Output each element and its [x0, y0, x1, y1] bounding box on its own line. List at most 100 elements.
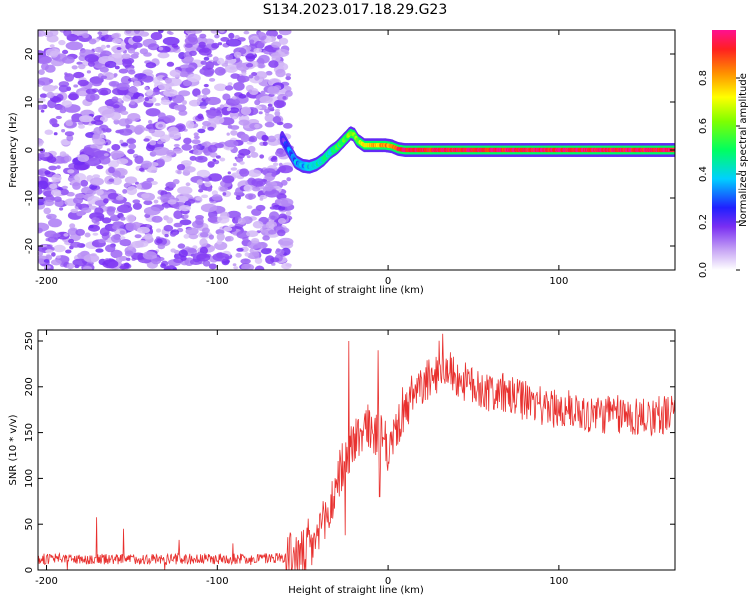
noise-blob [61, 129, 66, 133]
noise-blob [233, 51, 242, 58]
noise-blob [195, 196, 203, 201]
noise-blob [44, 265, 51, 269]
noise-blob [118, 68, 129, 74]
noise-blob [254, 123, 260, 129]
noise-blob [251, 178, 266, 187]
noise-blob [226, 132, 230, 136]
noise-blob [147, 43, 160, 51]
noise-blob [126, 257, 131, 261]
noise-blob [89, 177, 104, 186]
noise-blob [196, 94, 204, 98]
x-tick-label: -100 [206, 276, 229, 287]
noise-blob [217, 215, 230, 224]
noise-blob [179, 219, 192, 226]
noise-blob [197, 113, 204, 120]
noise-blob [63, 30, 72, 37]
noise-blob [275, 249, 285, 256]
noise-blob [126, 186, 138, 196]
noise-blob [259, 154, 265, 159]
noise-blob [134, 181, 139, 185]
noise-blob [137, 226, 150, 234]
noise-blob [116, 158, 129, 165]
noise-blob [198, 47, 212, 56]
noise-blob [106, 206, 115, 216]
noise-blob [240, 258, 251, 265]
noise-blob [50, 189, 62, 197]
noise-blob [128, 86, 138, 93]
noise-blob [86, 148, 102, 156]
noise-cloud [38, 30, 295, 270]
noise-blob [157, 244, 165, 250]
x-tick-label: 100 [549, 276, 568, 287]
noise-blob [193, 135, 200, 140]
noise-blob [230, 167, 238, 171]
noise-blob [143, 206, 161, 216]
noise-blob [82, 266, 93, 270]
noise-blob [85, 88, 97, 95]
noise-blob [211, 194, 223, 201]
noise-blob [66, 134, 74, 142]
noise-blob [78, 90, 87, 97]
noise-blob [41, 63, 49, 71]
noise-blob [38, 176, 42, 182]
noise-blob [100, 89, 109, 96]
noise-blob [239, 168, 250, 177]
noise-blob [58, 84, 69, 93]
noise-blob [132, 202, 142, 210]
noise-blob [254, 75, 260, 81]
noise-blob [55, 255, 62, 259]
noise-blob [222, 93, 231, 101]
noise-blob [267, 135, 277, 143]
noise-blob [112, 224, 120, 230]
noise-blob [158, 30, 164, 34]
noise-blob [233, 82, 245, 91]
noise-blob [230, 130, 238, 136]
noise-blob [277, 229, 286, 237]
noise-blob [173, 143, 180, 148]
noise-blob [72, 258, 87, 267]
noise-blob [166, 30, 172, 35]
noise-blob [38, 104, 45, 110]
snr-series [38, 333, 675, 570]
noise-blob [249, 39, 255, 44]
noise-blob [265, 248, 272, 252]
noise-blob [47, 236, 58, 243]
noise-blob [183, 234, 190, 239]
noise-blob [132, 80, 142, 87]
snr-axes: -200 -100 0 100 0 50 100 150 200 250 [24, 330, 675, 587]
noise-blob [272, 162, 279, 166]
noise-blob [151, 215, 163, 223]
noise-blob [183, 214, 189, 219]
noise-blob [93, 119, 104, 126]
noise-blob [134, 30, 140, 34]
noise-blob [275, 149, 288, 157]
noise-blob [198, 41, 206, 48]
noise-blob [176, 164, 186, 171]
noise-blob [138, 167, 145, 172]
snr-ylabel: SNR (10 * v/v) [8, 414, 19, 485]
noise-blob [192, 149, 203, 156]
noise-blob [62, 49, 69, 55]
noise-blob [181, 143, 192, 151]
noise-blob [125, 222, 137, 232]
noise-blob [201, 227, 210, 234]
noise-blob [183, 56, 194, 62]
colorbar-label: Normalized spectral amplitude [738, 73, 749, 227]
noise-blob [98, 238, 106, 244]
noise-blob [110, 234, 122, 243]
noise-blob [202, 120, 211, 127]
noise-blob [39, 93, 48, 98]
y-tick-label: 200 [24, 377, 35, 396]
noise-blob [199, 238, 208, 247]
noise-blob [238, 148, 251, 156]
noise-blob [216, 57, 225, 65]
y-tick-label: 100 [24, 469, 35, 488]
noise-blob [70, 241, 82, 248]
noise-blob [144, 96, 150, 102]
colorbar-tick-label: 0.4 [698, 166, 709, 182]
noise-blob [100, 36, 106, 42]
noise-blob [147, 119, 153, 124]
noise-blob [42, 84, 56, 92]
noise-blob [185, 120, 195, 129]
noise-blob [65, 120, 73, 127]
